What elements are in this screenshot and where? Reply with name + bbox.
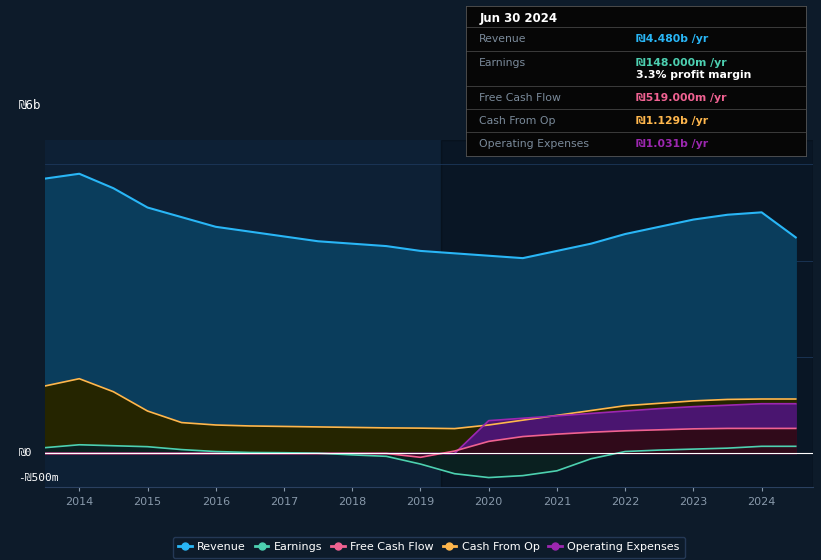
Text: ₪1.031b /yr: ₪1.031b /yr (635, 139, 708, 149)
Text: Revenue: Revenue (479, 34, 526, 44)
Text: Cash From Op: Cash From Op (479, 116, 556, 126)
Text: ₪148.000m /yr: ₪148.000m /yr (635, 58, 727, 68)
Text: -₪500m: -₪500m (18, 473, 59, 483)
Legend: Revenue, Earnings, Free Cash Flow, Cash From Op, Operating Expenses: Revenue, Earnings, Free Cash Flow, Cash … (173, 537, 685, 558)
Bar (441, 140, 813, 487)
Text: ₪0: ₪0 (18, 449, 32, 459)
Text: 3.3% profit margin: 3.3% profit margin (635, 71, 751, 81)
Text: Free Cash Flow: Free Cash Flow (479, 93, 561, 103)
Text: Earnings: Earnings (479, 58, 526, 68)
Text: ₪519.000m /yr: ₪519.000m /yr (635, 93, 727, 103)
Text: ₪6b: ₪6b (18, 99, 41, 112)
Text: Jun 30 2024: Jun 30 2024 (479, 12, 557, 25)
Text: ₪1.129b /yr: ₪1.129b /yr (635, 116, 708, 126)
Text: ₪4.480b /yr: ₪4.480b /yr (635, 34, 709, 44)
Text: Operating Expenses: Operating Expenses (479, 139, 589, 149)
